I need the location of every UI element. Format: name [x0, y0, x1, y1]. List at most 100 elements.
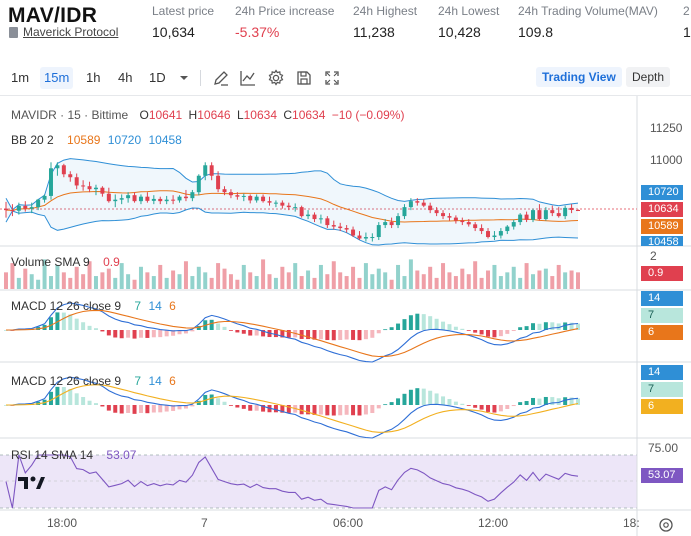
macd-histogram-bar: [338, 405, 343, 416]
volume-bar: [563, 272, 568, 289]
volume-bar: [145, 272, 150, 289]
macd-histogram-bar: [248, 405, 253, 411]
rsi-legend: RSI 14 SMA 14 53.07: [11, 448, 136, 462]
macd-histogram-bar: [106, 405, 111, 411]
ohlc-open: O10641: [139, 108, 182, 122]
volume-bar: [543, 268, 548, 289]
trading-view-tab[interactable]: Trading View: [536, 67, 622, 87]
macd-histogram-bar: [511, 330, 516, 332]
volume-bar: [383, 272, 388, 289]
macd1-macd-tag: 14: [641, 291, 683, 306]
volume-bar: [402, 276, 407, 289]
depth-tab[interactable]: Depth: [626, 67, 671, 87]
candle-body: [318, 218, 323, 220]
macd-histogram-bar: [505, 405, 510, 409]
rsi-value: 53.07: [106, 448, 137, 462]
chart-canvas[interactable]: [0, 96, 691, 536]
stat-value: 1,: [683, 24, 691, 40]
volume-bar: [171, 270, 176, 289]
candle-body: [428, 205, 433, 211]
macd-histogram-bar: [196, 400, 201, 405]
candle-body: [460, 220, 465, 223]
macd-histogram-bar: [415, 388, 420, 405]
candle-body: [344, 228, 349, 230]
macd-histogram-bar: [318, 405, 323, 415]
chevron-down-icon[interactable]: [174, 68, 194, 88]
candle-body: [106, 193, 111, 202]
macd-histogram-bar: [241, 405, 246, 409]
candle-body: [171, 199, 176, 201]
macd-histogram-bar: [261, 330, 266, 337]
timeframe-4h[interactable]: 4h: [118, 70, 133, 85]
volume-bar: [408, 259, 413, 289]
macd-histogram-bar: [216, 323, 221, 330]
macd-histogram-bar: [177, 330, 182, 335]
macd-histogram-bar: [61, 312, 66, 330]
stat-price-change: 24h Price increase -5.37%: [235, 4, 334, 40]
macd-histogram-bar: [126, 405, 131, 413]
macd2-signal: 6: [169, 374, 176, 388]
bb-label: BB 20 2: [11, 133, 54, 147]
macd-histogram-bar: [498, 330, 503, 337]
volume-bar: [473, 261, 478, 289]
stat-label: 24h Lowest: [438, 4, 500, 18]
macd-histogram-bar: [280, 405, 285, 413]
volume-bar: [158, 264, 163, 289]
fullscreen-icon[interactable]: [322, 68, 342, 88]
macd-histogram-bar: [325, 330, 330, 341]
macd-histogram-bar: [138, 330, 143, 338]
volume-bar: [261, 259, 266, 289]
macd-histogram-bar: [216, 398, 221, 405]
macd-histogram-bar: [61, 387, 66, 405]
volume-label: Volume SMA 9: [11, 255, 90, 269]
volume-legend: Volume SMA 9 0.9: [11, 255, 120, 269]
macd-histogram-bar: [531, 323, 536, 330]
volume-bar: [550, 276, 555, 289]
volume-bar: [267, 274, 272, 289]
macd2-macd: 14: [148, 374, 162, 388]
project-link[interactable]: Maverick Protocol: [9, 25, 118, 39]
ohlc-close-value: 10634: [292, 108, 326, 122]
price-chart[interactable]: MAVIDR · 15 · Bittime O10641 H10646 L106…: [0, 96, 691, 536]
macd-histogram-bar: [550, 322, 555, 330]
volume-value: 0.9: [103, 255, 120, 269]
timeframe-1h[interactable]: 1h: [86, 70, 101, 85]
candle-body: [415, 201, 420, 203]
macd-histogram-bar: [344, 330, 349, 340]
candle-body: [16, 205, 21, 211]
indicator-icon[interactable]: [238, 68, 258, 88]
volume-bar: [344, 276, 349, 289]
candle-body: [299, 207, 304, 217]
candle-body: [158, 198, 163, 202]
macd-histogram-bar: [473, 405, 478, 408]
macd-histogram-bar: [466, 405, 471, 406]
volume-bar: [93, 276, 98, 289]
settings-icon[interactable]: [266, 68, 286, 88]
candle-body: [306, 214, 311, 217]
macd-histogram-bar: [453, 326, 458, 330]
volume-bar: [81, 274, 86, 289]
timeframe-1d[interactable]: 1D: [149, 70, 166, 85]
volume-bar: [486, 270, 491, 289]
price-axis-tick: 11250: [650, 121, 683, 135]
candle-body: [312, 214, 317, 220]
macd-histogram-bar: [158, 405, 163, 413]
volume-bar: [306, 270, 311, 289]
timeframe-15m[interactable]: 15m: [40, 67, 74, 89]
macd-histogram-bar: [138, 405, 143, 413]
ohlc-high-value: 10646: [197, 108, 231, 122]
save-icon[interactable]: [294, 68, 314, 88]
project-name: Maverick Protocol: [23, 25, 119, 39]
chart-settings-icon[interactable]: [659, 518, 673, 532]
volume-bar: [183, 261, 188, 289]
ohlc-high: H10646: [189, 108, 231, 122]
draw-icon[interactable]: [211, 68, 231, 88]
volume-bar: [113, 277, 118, 289]
candle-body: [331, 225, 336, 227]
rsi-label: RSI 14 SMA 14: [11, 448, 94, 462]
timeframe-1m[interactable]: 1m: [11, 70, 30, 85]
macd-histogram-bar: [261, 405, 266, 412]
macd-histogram-bar: [93, 328, 98, 330]
macd2-hist: 7: [134, 374, 142, 388]
